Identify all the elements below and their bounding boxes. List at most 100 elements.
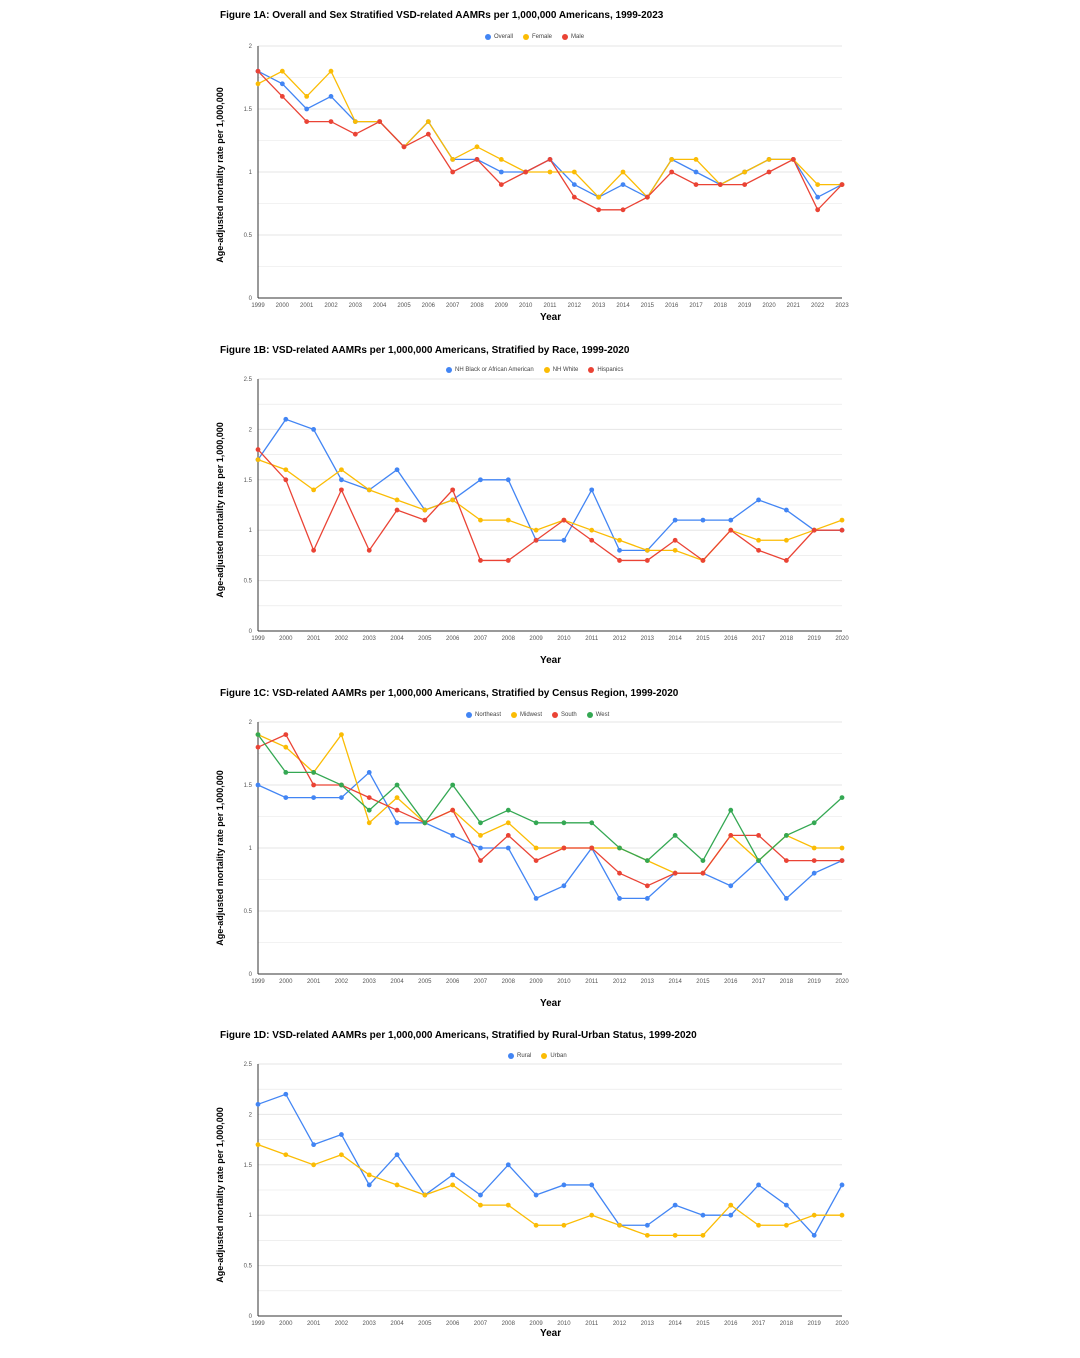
data-point [474, 157, 480, 162]
data-point [533, 858, 539, 863]
data-point [279, 94, 285, 99]
data-point [811, 1232, 817, 1238]
data-point [339, 467, 344, 473]
data-point [425, 119, 431, 124]
data-point [571, 182, 577, 188]
data-point [505, 477, 511, 483]
data-point [425, 131, 431, 137]
data-point [589, 537, 595, 543]
data-point [339, 782, 344, 788]
legend-label: NH White [552, 367, 579, 373]
series-line-midwest [257, 733, 842, 874]
x-tick-label: 2004 [390, 979, 404, 985]
x-tick-label: 2008 [502, 979, 516, 985]
data-point [450, 1172, 456, 1178]
data-point [533, 820, 539, 826]
x-tick-label: 2017 [689, 303, 703, 309]
x-tick-label: 2007 [474, 979, 488, 985]
x-tick-label: 2006 [446, 636, 460, 642]
data-point [311, 770, 317, 775]
data-point [283, 795, 289, 800]
data-point [401, 144, 407, 150]
legend-item-midwest: Midwest [511, 712, 542, 718]
x-tick-label: 2010 [557, 636, 571, 642]
data-point [547, 169, 553, 175]
data-point [644, 194, 650, 200]
data-point [366, 487, 372, 493]
data-point [394, 1152, 400, 1158]
y-tick-label: 2.5 [244, 377, 253, 383]
data-point [547, 157, 553, 162]
x-tick-label: 2008 [502, 1321, 516, 1327]
data-point [394, 807, 400, 813]
data-point [339, 487, 344, 493]
x-tick-label: 2019 [808, 979, 822, 985]
legend-label: Midwest [520, 712, 543, 718]
data-point [717, 182, 723, 188]
data-point [783, 1222, 789, 1228]
series-line-nh-white [257, 459, 843, 562]
y-tick-label: 2.5 [244, 1062, 253, 1068]
data-point [498, 157, 504, 162]
data-point [756, 497, 761, 503]
data-point [620, 182, 626, 188]
data-point [561, 845, 567, 851]
data-point [783, 896, 789, 901]
data-point [366, 1182, 372, 1188]
data-point [742, 169, 748, 175]
x-tick-label: 2011 [585, 636, 599, 642]
data-point [728, 833, 734, 838]
data-point [366, 795, 372, 800]
data-point [811, 858, 817, 863]
data-point [589, 845, 595, 851]
data-point [756, 858, 761, 863]
data-point [255, 447, 261, 452]
data-point [422, 820, 428, 826]
data-point [700, 1212, 706, 1218]
data-point [339, 1152, 344, 1158]
figure-1a-title: Figure 1A: Overall and Sex Stratified VS… [220, 10, 664, 21]
data-point [815, 182, 821, 188]
data-point [255, 457, 261, 463]
data-point [617, 537, 622, 543]
data-point [571, 194, 577, 200]
x-tick-label: 2016 [724, 979, 738, 985]
data-point [839, 845, 845, 851]
data-point [523, 169, 529, 175]
data-point [311, 1162, 317, 1168]
data-point [478, 845, 483, 851]
data-point [617, 1222, 622, 1228]
y-tick-label: 0 [249, 972, 253, 978]
x-tick-label: 2018 [780, 1321, 794, 1327]
data-point [783, 1202, 789, 1208]
data-point [617, 558, 622, 563]
legend-label: Urban [550, 1053, 567, 1059]
series-line-urban [257, 1144, 842, 1237]
data-point [589, 1182, 595, 1188]
x-tick-label: 2010 [519, 303, 533, 309]
x-tick-label: 2020 [762, 303, 776, 309]
legend-label: South [561, 712, 577, 718]
data-point [474, 144, 480, 150]
figure-1d-x-axis-label: Year [540, 1328, 562, 1339]
data-point [839, 517, 845, 523]
figure-1b-panel: Figure 1B: VSD-related AAMRs per 1,000,0… [210, 345, 870, 675]
x-tick-label: 2000 [279, 1321, 293, 1327]
legend-item-hispanics: Hispanics [588, 367, 623, 373]
data-point [693, 157, 699, 162]
data-point [505, 845, 511, 851]
x-tick-label: 2002 [324, 303, 338, 309]
data-point [669, 169, 675, 175]
y-tick-label: 1.5 [244, 107, 253, 113]
legend-item-overall: Overall [485, 34, 513, 40]
data-point [339, 1132, 344, 1137]
x-tick-label: 2014 [668, 979, 682, 985]
data-point [283, 467, 289, 473]
legend-item-rural: Rural [508, 1053, 531, 1059]
data-point [790, 157, 796, 162]
data-point [533, 1192, 539, 1198]
x-tick-label: 2019 [738, 303, 752, 309]
x-tick-label: 2011 [544, 303, 558, 309]
data-point [766, 169, 772, 175]
figure-1a-x-axis-label: Year [540, 312, 562, 323]
